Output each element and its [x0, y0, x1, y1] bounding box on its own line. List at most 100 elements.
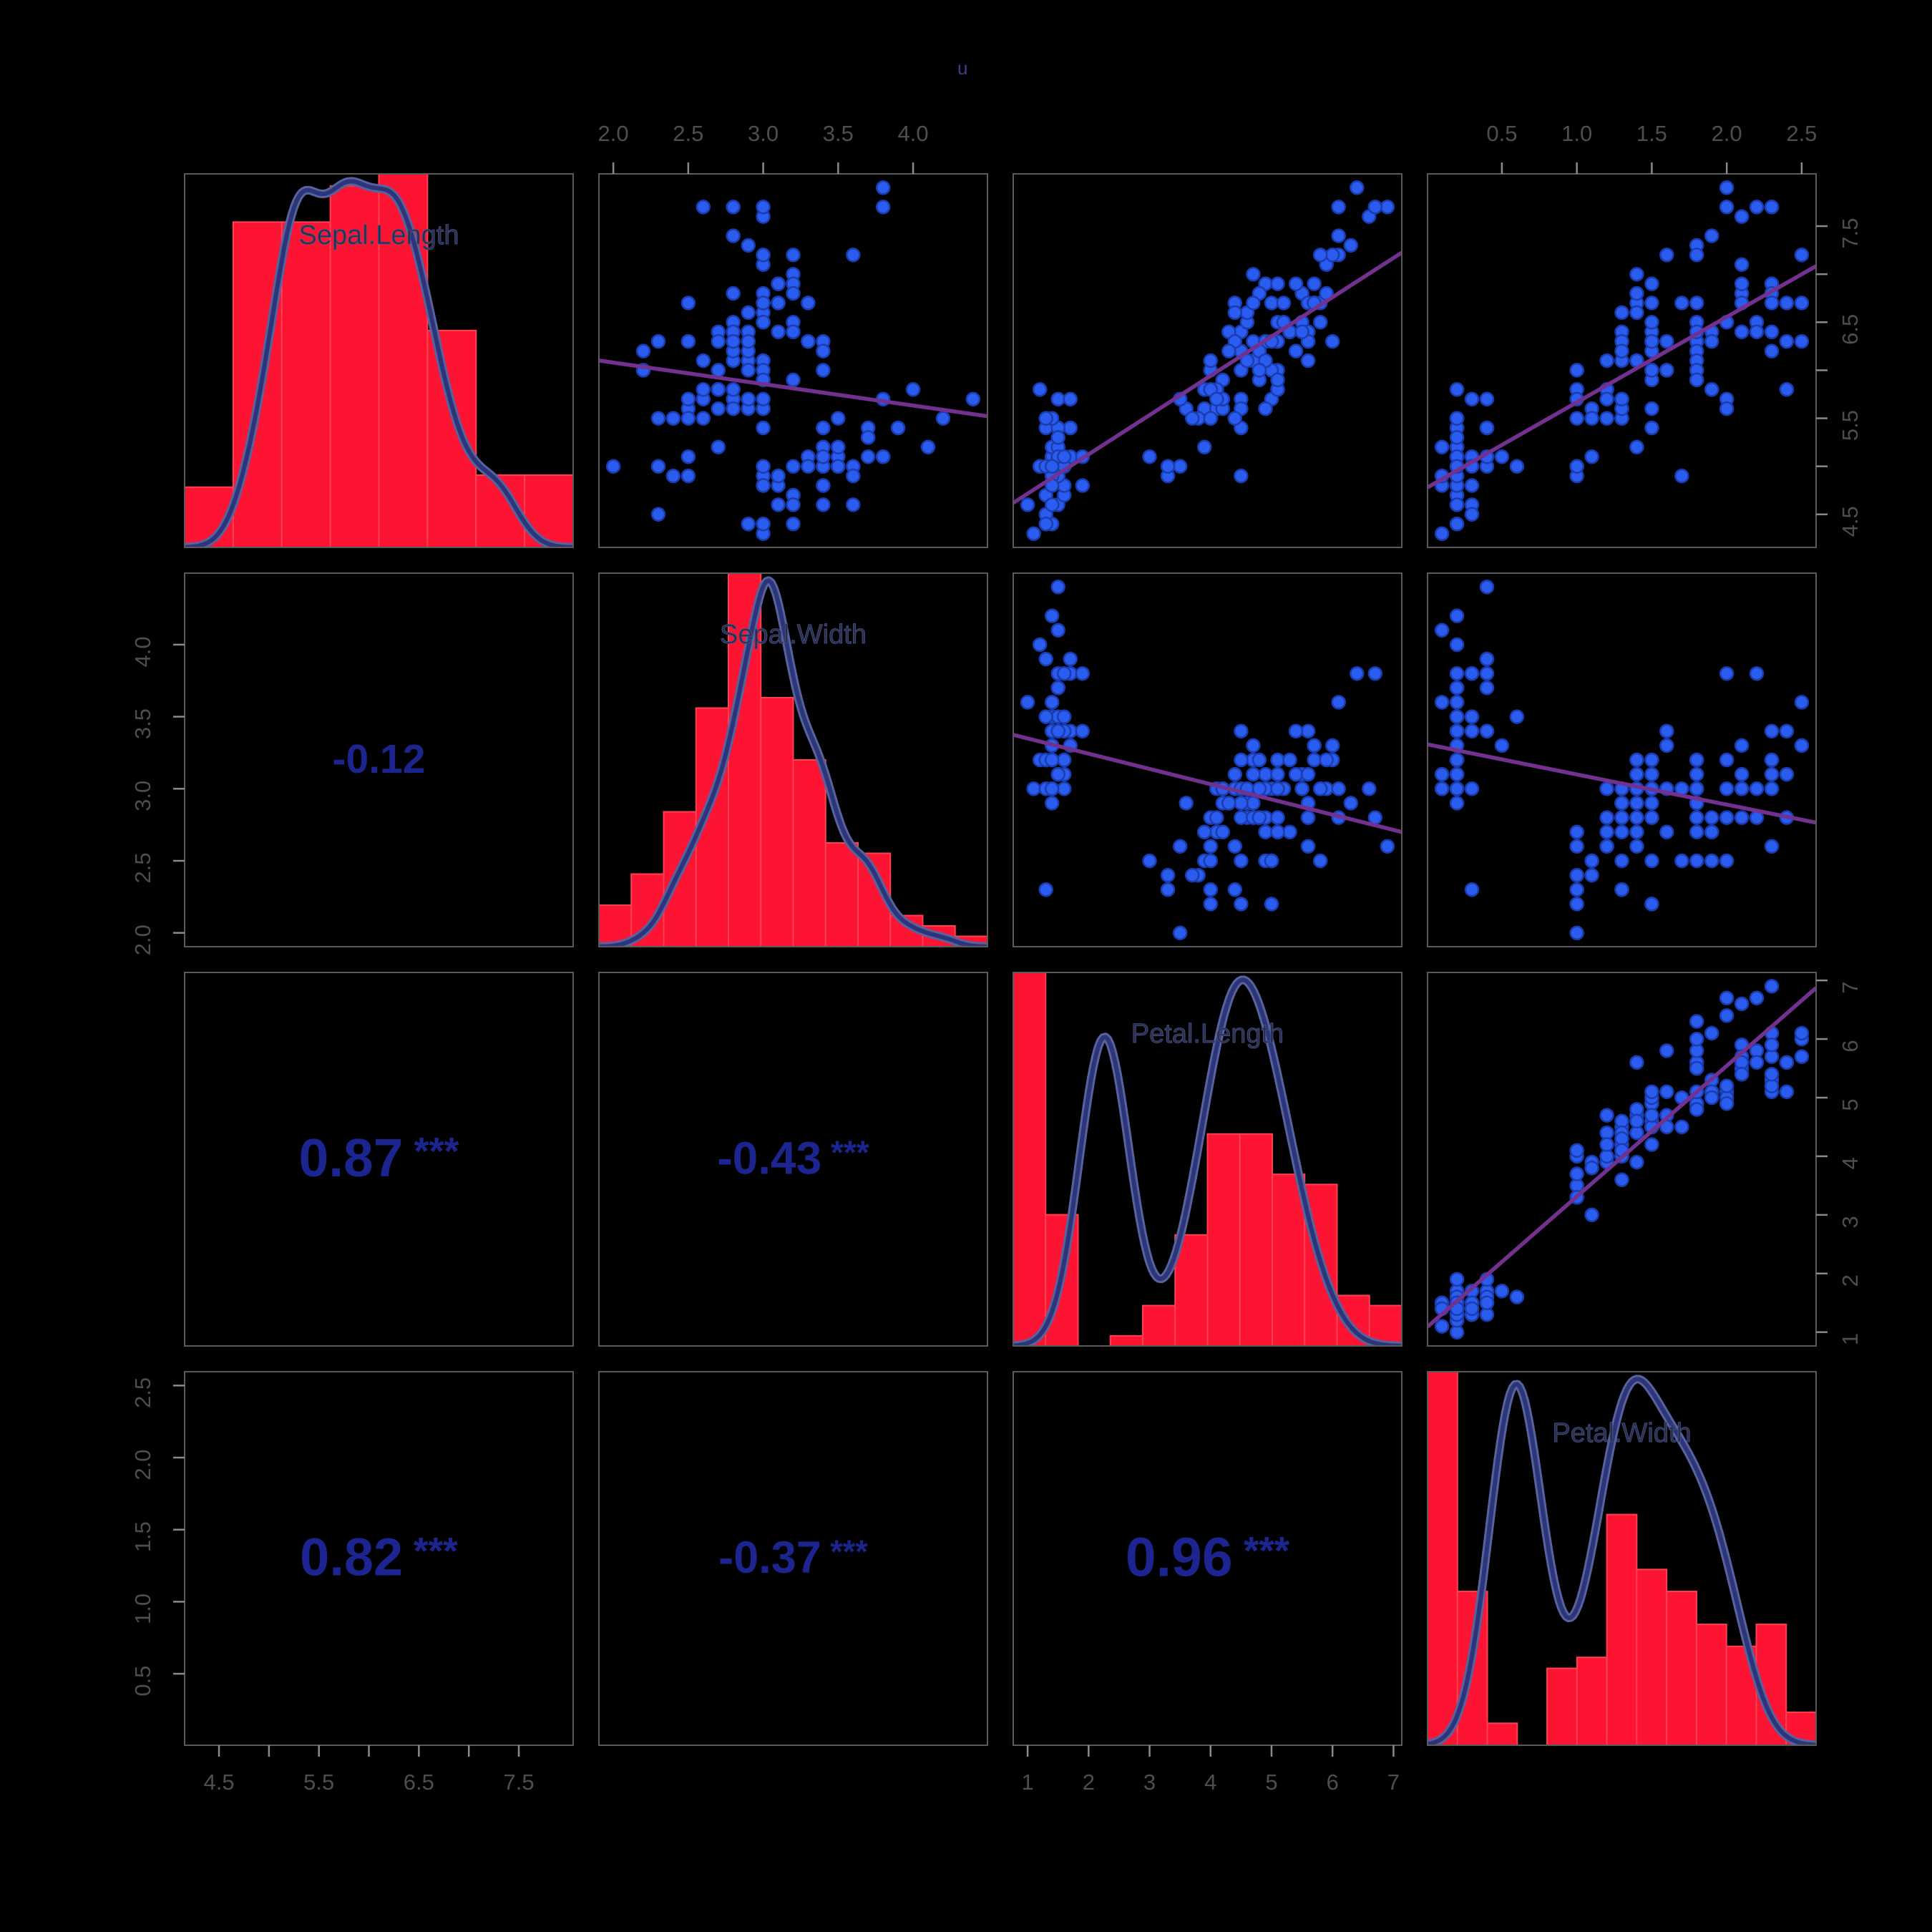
data-point: [1142, 853, 1157, 869]
data-point: [1584, 449, 1599, 464]
regression-line: [1428, 264, 1816, 489]
data-point: [1599, 839, 1614, 854]
data-point: [1569, 411, 1584, 426]
data-point: [1644, 796, 1659, 811]
data-point: [1449, 781, 1465, 796]
panel-border: [1427, 972, 1817, 1347]
correlation-value: -0.12: [333, 736, 426, 782]
data-point: [1674, 296, 1689, 311]
data-point: [1050, 766, 1065, 782]
data-point: [1464, 478, 1480, 493]
data-point: [831, 411, 846, 426]
data-point: [1689, 1102, 1704, 1117]
data-point: [1350, 180, 1365, 195]
axis-tick-label: 2: [1838, 1274, 1863, 1287]
axis-tick-label: 3: [1143, 1770, 1156, 1795]
data-point: [1288, 343, 1304, 358]
correlation-stars: ***: [1233, 1528, 1290, 1573]
data-point: [1599, 353, 1614, 369]
data-point: [756, 248, 771, 263]
data-point: [1749, 781, 1765, 796]
data-point: [1629, 1055, 1644, 1070]
data-point: [1659, 363, 1674, 378]
data-point: [1227, 839, 1243, 854]
data-point: [680, 333, 696, 349]
panel-r2c4-scatter: [1427, 572, 1817, 947]
data-point: [1331, 781, 1346, 796]
axis-tick-label: 4.5: [1838, 506, 1863, 537]
data-point: [1509, 459, 1525, 474]
data-point: [756, 420, 771, 436]
data-point: [1794, 695, 1810, 710]
axis-right-row3: 1 2 3 4 5 6 7: [1816, 979, 1863, 1345]
data-point: [1479, 680, 1495, 696]
panel-r1c1-histogram: Sepal.Length: [184, 173, 574, 548]
data-point: [1689, 752, 1704, 768]
data-point: [1569, 459, 1584, 474]
scatter-points: [1434, 979, 1810, 1340]
data-point: [1779, 382, 1795, 397]
data-point: [1044, 608, 1060, 623]
axis-tick-label: 7.5: [1838, 218, 1863, 248]
data-point: [1203, 897, 1219, 912]
data-point: [756, 478, 771, 493]
data-point: [1050, 580, 1065, 595]
data-point: [1509, 1289, 1525, 1304]
density-curve-core: [1013, 977, 1402, 1346]
data-point: [1764, 752, 1780, 768]
histogram-bar: [1109, 1335, 1143, 1346]
panel-r1c2-scatter: [598, 173, 988, 548]
data-point: [875, 180, 891, 195]
data-point: [1569, 1166, 1584, 1181]
data-point: [1380, 199, 1395, 215]
data-point: [1719, 990, 1735, 1005]
data-point: [1203, 853, 1219, 869]
data-point: [1494, 449, 1510, 464]
axis-tick-label: 7: [1838, 982, 1863, 994]
data-point: [1075, 665, 1091, 681]
data-point: [1689, 766, 1704, 782]
histogram-bar: [1546, 1667, 1578, 1745]
data-point: [1032, 382, 1048, 397]
histogram-bar: [280, 221, 331, 547]
data-point: [1434, 439, 1450, 455]
data-point: [1584, 1207, 1599, 1223]
data-point: [1075, 723, 1091, 738]
data-point: [1569, 925, 1584, 940]
data-point: [1629, 796, 1644, 811]
data-point: [1464, 781, 1480, 796]
data-point: [1794, 1049, 1810, 1064]
data-point: [1644, 276, 1659, 291]
axis-right-row1: 4.5 5.5 6.5 7.5: [1816, 218, 1863, 537]
histogram-bar: [1636, 1568, 1668, 1745]
histogram-bar: [760, 697, 794, 947]
axis-tick-label: 6.5: [404, 1770, 434, 1795]
data-point: [1350, 665, 1365, 681]
data-point: [816, 478, 831, 493]
axis-tick-label: 5.5: [303, 1770, 334, 1795]
data-point: [816, 497, 831, 512]
data-point: [1719, 781, 1735, 796]
data-point: [1050, 391, 1065, 406]
correlation-number: -0.43: [717, 1132, 821, 1184]
data-point: [1764, 781, 1780, 796]
axis-tick-label: 1.5: [1636, 121, 1667, 146]
data-point: [1704, 810, 1719, 825]
data-point: [1184, 867, 1200, 883]
data-point: [1434, 766, 1450, 782]
data-point: [1719, 1096, 1735, 1111]
correlation-number: -0.37: [718, 1533, 821, 1583]
data-point: [1629, 824, 1644, 839]
data-point: [1704, 853, 1719, 869]
data-point: [756, 516, 771, 532]
axis-tick-label: 2.0: [1712, 121, 1742, 146]
data-point: [1659, 333, 1674, 349]
data-point: [1689, 296, 1704, 311]
data-point: [1584, 867, 1599, 883]
data-point: [860, 449, 876, 464]
data-point: [1434, 526, 1450, 541]
data-point: [1449, 608, 1465, 623]
panel-r3c4-scatter: [1427, 972, 1817, 1347]
data-point: [875, 199, 891, 215]
axis-tick-label: 1: [1838, 1333, 1863, 1345]
